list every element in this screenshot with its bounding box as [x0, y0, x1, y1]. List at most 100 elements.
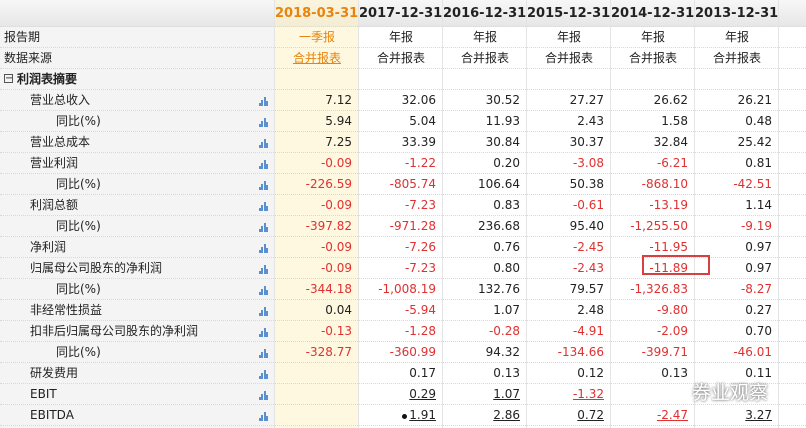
cell-value: -1,255.50 [630, 219, 688, 233]
row-line [0, 278, 806, 279]
chart-icon[interactable] [259, 349, 269, 358]
cell-value: -1.22 [404, 156, 436, 170]
cell-value: -0.09 [320, 261, 352, 275]
cell-value: -7.23 [404, 198, 436, 212]
cell-value: 0.83 [493, 198, 520, 212]
row-label: 非经常性损益 [30, 303, 103, 317]
cell-value[interactable]: 2.86 [493, 408, 520, 422]
chart-icon[interactable] [259, 244, 269, 253]
cell-value: 95.40 [569, 219, 604, 233]
cell-value: -0.61 [572, 198, 604, 212]
row-line [0, 257, 806, 258]
meta-value: 合并报表 [460, 51, 509, 65]
meta-value: 一季报 [298, 30, 335, 44]
cell-value: 27.27 [569, 93, 604, 107]
chart-icon[interactable] [259, 286, 269, 295]
chart-icon[interactable] [259, 223, 269, 232]
cell-value: -8.27 [740, 282, 772, 296]
col-line [274, 0, 275, 428]
cell-value: 25.42 [737, 135, 772, 149]
cell-value: -42.51 [733, 177, 772, 191]
meta-value: 合并报表 [712, 51, 761, 65]
cell-value: 11.93 [485, 114, 520, 128]
cell-value: -7.26 [404, 240, 436, 254]
cell-value: -11.89 [649, 261, 688, 275]
row-line [0, 173, 806, 174]
cell-value[interactable]: 0.29 [409, 387, 436, 401]
row-label: 同比(%) [56, 219, 101, 233]
chart-icon[interactable] [259, 328, 269, 337]
chart-icon[interactable] [259, 391, 269, 400]
chart-icon[interactable] [259, 307, 269, 316]
row-line [0, 215, 806, 216]
row-line [0, 404, 806, 405]
chart-icon[interactable] [259, 97, 269, 106]
col-line [358, 0, 359, 428]
cell-value: 0.48 [745, 114, 772, 128]
cell-value: 32.84 [653, 135, 688, 149]
cell-value: 7.25 [325, 135, 352, 149]
cell-value: -399.71 [641, 345, 688, 359]
chart-icon[interactable] [259, 181, 269, 190]
cell-value[interactable]: 1.07 [493, 387, 520, 401]
cell-value: 30.52 [485, 93, 520, 107]
row-label: 研发费用 [30, 366, 79, 380]
cell-value: 7.12 [325, 93, 352, 107]
row-label: 营业利润 [30, 156, 79, 170]
cell-value: 0.11 [745, 366, 772, 380]
cell-value: 132.76 [478, 282, 520, 296]
column-date: 2017-12-31 [359, 6, 443, 21]
cell-value: -328.77 [305, 345, 352, 359]
cell-value: 1.58 [661, 114, 688, 128]
cell-value: 0.20 [493, 156, 520, 170]
section-title: 利润表摘要 [17, 72, 78, 86]
chart-icon[interactable] [259, 139, 269, 148]
chart-icon[interactable] [259, 118, 269, 127]
cell-value: 5.94 [325, 114, 352, 128]
dot [402, 414, 407, 419]
cell-value: 1.07 [493, 303, 520, 317]
cell-value: 0.80 [493, 261, 520, 275]
cell-value: -2.09 [656, 324, 688, 338]
cell-value[interactable]: -1.32 [572, 387, 604, 401]
chart-icon[interactable] [259, 370, 269, 379]
cell-value: -9.80 [656, 303, 688, 317]
cell-value: 236.68 [478, 219, 520, 233]
label-bg [0, 27, 275, 428]
cell-value: 2.43 [577, 114, 604, 128]
meta-value: 年报 [388, 30, 413, 44]
cell-value: 0.27 [745, 303, 772, 317]
cell-value: -0.28 [488, 324, 520, 338]
cell-value: -13.19 [649, 198, 688, 212]
row-line [0, 26, 806, 27]
chart-icon[interactable] [259, 160, 269, 169]
cell-value: 5.04 [409, 114, 436, 128]
chart-icon[interactable] [259, 412, 269, 421]
collapse-toggle[interactable]: − [4, 74, 13, 83]
row-label: 扣非后归属母公司股东的净利润 [30, 324, 199, 338]
row-label: 归属母公司股东的净利润 [30, 261, 163, 275]
row-line [0, 383, 806, 384]
cell-value[interactable]: 1.91 [409, 408, 436, 422]
cell-value: 94.32 [485, 345, 520, 359]
chart-icon[interactable] [259, 202, 269, 211]
cell-value: 106.64 [478, 177, 520, 191]
meta-value: 年报 [724, 30, 749, 44]
cell-value: -134.66 [557, 345, 604, 359]
cell-value: -226.59 [305, 177, 352, 191]
cell-value[interactable]: 3.27 [745, 408, 772, 422]
cell-value: -6.21 [656, 156, 688, 170]
col-line [610, 0, 611, 428]
column-date: 2018-03-31 [275, 6, 359, 21]
row-label: 同比(%) [56, 345, 101, 359]
cell-value: -0.09 [320, 198, 352, 212]
chart-icon[interactable] [259, 265, 269, 274]
row-label: EBITDA [30, 408, 74, 422]
meta-value: 合并报表 [376, 51, 425, 65]
cell-value: 0.17 [409, 366, 436, 380]
column-date: 2013-12-31 [695, 6, 779, 21]
cell-value[interactable]: -2.47 [656, 408, 688, 422]
row-label: 净利润 [30, 240, 67, 254]
cell-value: 0.70 [745, 324, 772, 338]
cell-value[interactable]: 0.72 [577, 408, 604, 422]
